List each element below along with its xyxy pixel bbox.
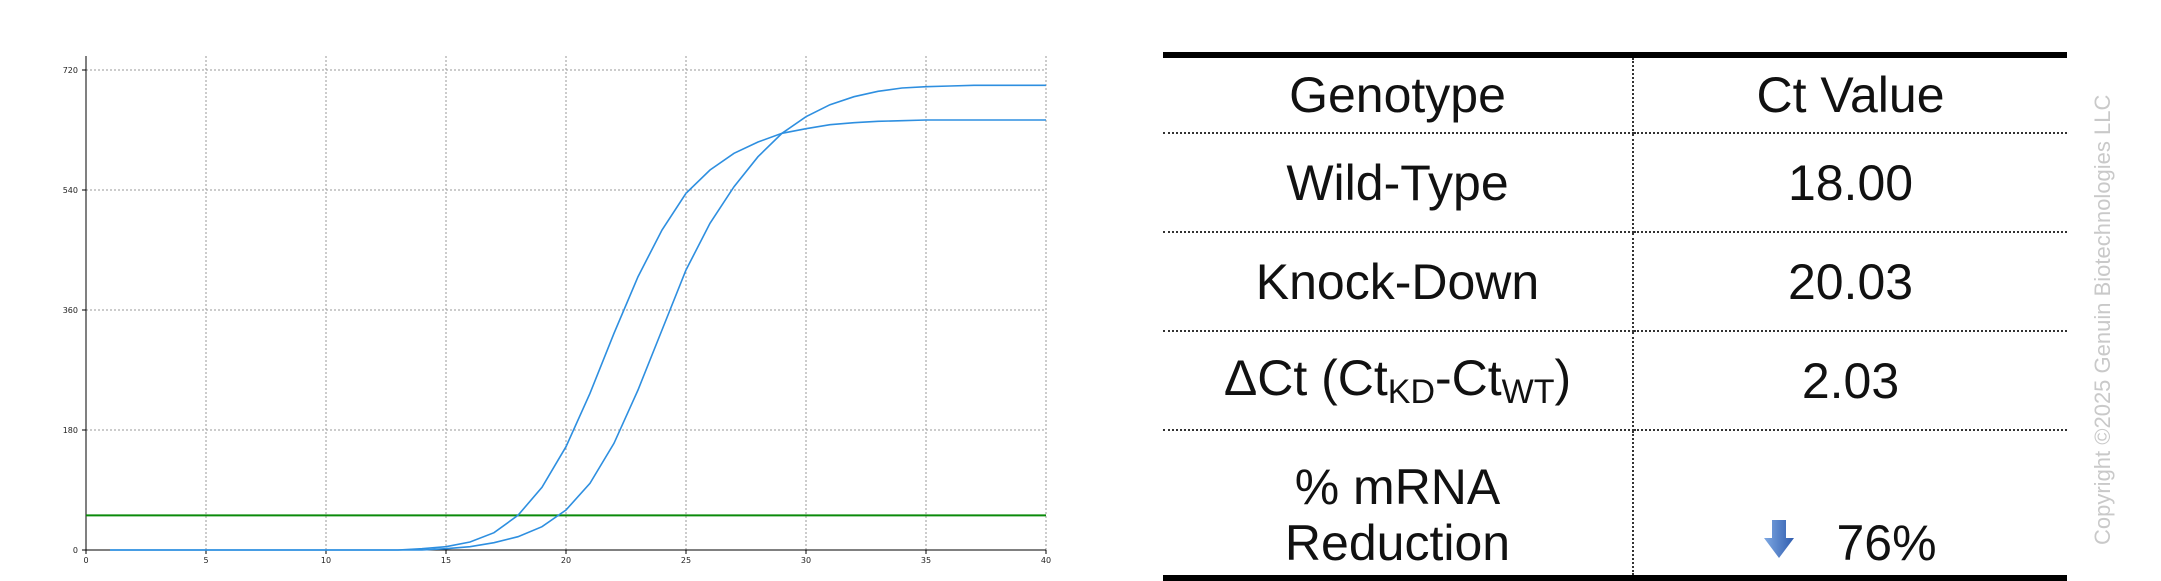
- y-tick-label: 540: [63, 186, 78, 195]
- y-tick-label: 0: [73, 546, 78, 555]
- delta-ct-label: ΔCt (CtKD-CtWT): [1163, 331, 1634, 431]
- ct-value-header: Ct Value: [1633, 52, 2067, 134]
- ct-results-table: Genotype Ct Value Wild-Type 18.00 Knock-…: [1163, 52, 2067, 581]
- table-row: Wild-Type 18.00: [1163, 133, 2067, 233]
- wild-type-ct: 18.00: [1633, 133, 2067, 233]
- copyright-watermark: Copyright ©2025 Genuin Biotechnologies L…: [2090, 94, 2115, 545]
- table-row: ΔCt (CtKD-CtWT) 2.03: [1163, 331, 2067, 431]
- down-arrow-icon: [1764, 520, 1795, 558]
- x-tick-label: 40: [1041, 556, 1051, 565]
- table-row: Knock-Down 20.03: [1163, 232, 2067, 332]
- x-tick-label: 0: [83, 556, 88, 565]
- x-tick-label: 25: [681, 556, 691, 565]
- amplification-curve: [110, 119, 1046, 551]
- x-tick-label: 30: [801, 556, 811, 565]
- y-tick-label: 180: [63, 426, 78, 435]
- x-tick-label: 10: [321, 556, 331, 565]
- x-tick-label: 20: [561, 556, 571, 565]
- y-tick-label: 720: [63, 66, 78, 75]
- genotype-header: Genotype: [1163, 52, 1634, 134]
- table-row: % mRNA Reduction 76%: [1163, 430, 2067, 581]
- x-tick-label: 15: [441, 556, 451, 565]
- x-tick-label: 35: [921, 556, 931, 565]
- delta-ct-value: 2.03: [1633, 331, 2067, 431]
- mrna-reduction-label: % mRNA Reduction: [1163, 430, 1634, 581]
- table-header-row: Genotype Ct Value: [1163, 52, 2067, 134]
- mrna-reduction-value: 76%: [1836, 515, 1937, 571]
- wild-type-label: Wild-Type: [1163, 133, 1634, 233]
- knock-down-label: Knock-Down: [1163, 232, 1634, 332]
- knock-down-ct: 20.03: [1633, 232, 2067, 332]
- y-tick-label: 360: [63, 306, 78, 315]
- amplification-curve: [110, 84, 1046, 551]
- mrna-reduction-value-cell: 76%: [1633, 430, 2067, 581]
- x-tick-label: 5: [203, 556, 208, 565]
- amplification-plot: 0 5 10 15 20 25 30 35 40 0 180 360 540 720: [63, 56, 1051, 565]
